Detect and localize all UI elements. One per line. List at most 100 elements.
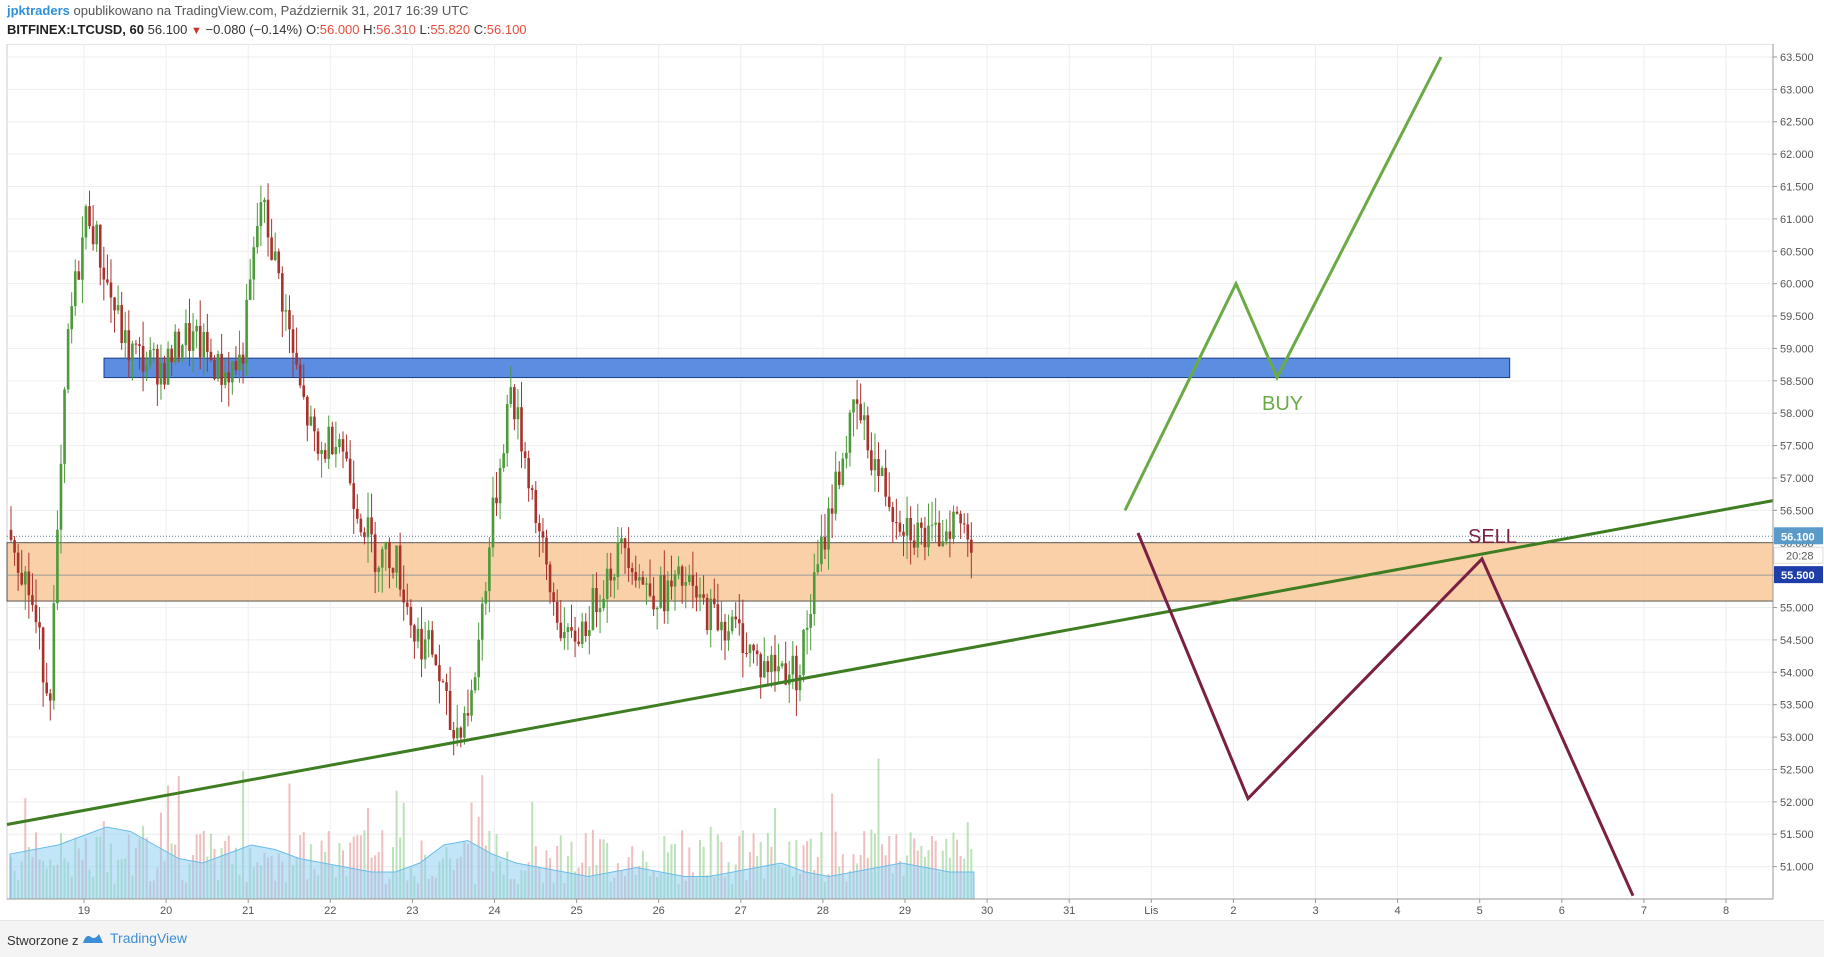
- candle-body: [488, 547, 491, 592]
- candle-body: [895, 522, 898, 524]
- uptrend-line[interactable]: [6, 499, 1774, 826]
- candle-body: [423, 639, 427, 660]
- level-badge: [1774, 566, 1823, 584]
- price-tick-label: 58.500: [1780, 376, 1814, 388]
- last-price-badge: [1774, 527, 1823, 545]
- volume-bar: [481, 775, 484, 899]
- candle-body: [23, 571, 27, 585]
- candle-body: [159, 362, 163, 385]
- candle-body: [377, 567, 381, 572]
- open-label: O:: [306, 22, 320, 37]
- candle-body: [920, 522, 923, 528]
- candle-body: [366, 517, 370, 538]
- candle-body: [77, 271, 81, 280]
- volume-bar: [399, 837, 402, 899]
- tradingview-brand[interactable]: TradingView: [82, 930, 187, 946]
- candle-body: [248, 279, 252, 300]
- candle-body: [545, 537, 548, 565]
- candle-body: [209, 351, 213, 361]
- candle-body: [870, 450, 873, 471]
- candle-body: [66, 329, 70, 390]
- candle-body: [491, 497, 495, 548]
- candle-body: [480, 603, 484, 640]
- candle-body: [27, 571, 31, 596]
- time-axis[interactable]: 19 20 21 22 23 24 25 26 27 28 29 30 31 Lis 2 3 4 5 6 7 8: [7, 898, 1773, 917]
- candle-body: [363, 532, 366, 538]
- candle-body: [20, 572, 24, 585]
- time-tick-label: 29: [899, 905, 911, 917]
- price-tick-label: 58.000: [1780, 408, 1814, 420]
- candle-body: [338, 439, 341, 447]
- volume-bar: [773, 808, 776, 899]
- candle-body: [877, 459, 880, 476]
- support-zone[interactable]: [6, 542, 1774, 602]
- price-tick-label: 51.000: [1780, 862, 1814, 874]
- volume-bar: [877, 758, 880, 899]
- candle-body: [416, 628, 420, 642]
- candle-body: [445, 682, 448, 691]
- candle-body: [627, 548, 630, 569]
- volume-bar: [606, 842, 609, 899]
- candle-body: [898, 522, 902, 532]
- symbol-label[interactable]: BITFINEX:LTCUSD, 60: [7, 22, 144, 37]
- time-tick-label: 31: [1063, 905, 1075, 917]
- time-tick-label: 27: [735, 905, 747, 917]
- plot-frame: [6, 44, 1774, 900]
- candle-body: [970, 539, 973, 553]
- candle-body: [759, 654, 762, 678]
- volume-bar: [663, 836, 666, 899]
- volume-bar: [599, 839, 602, 899]
- candle-body: [884, 467, 887, 497]
- buy-projection-path[interactable]: [1123, 56, 1443, 512]
- candle-body: [516, 407, 520, 420]
- footer-bar: Stworzone z TradingView: [0, 920, 1824, 957]
- candle-body: [452, 729, 455, 739]
- price-tick-label: 61.000: [1780, 214, 1814, 226]
- volume-bar: [352, 836, 355, 899]
- candle-body: [198, 325, 202, 358]
- candle-body: [709, 598, 713, 631]
- author-link[interactable]: jpktraders: [7, 3, 70, 18]
- candle-body: [384, 541, 388, 550]
- candle-body: [598, 608, 602, 613]
- candle-body: [202, 331, 206, 358]
- price-axis[interactable]: 63.500 63.000 62.500 62.000 61.500 61.000 60.5…: [1772, 44, 1824, 899]
- volume-bar: [738, 835, 741, 899]
- candle-body: [256, 225, 259, 248]
- candle-body: [473, 677, 477, 691]
- time-tick-label: 23: [406, 905, 418, 917]
- candle-body: [405, 602, 409, 607]
- candle-body: [223, 372, 227, 385]
- candle-body: [705, 597, 709, 631]
- candle-body: [16, 552, 20, 573]
- candle-body: [427, 630, 430, 640]
- candle-body: [827, 508, 830, 550]
- candle-body: [820, 536, 823, 565]
- candle-body: [737, 619, 741, 624]
- price-tick-label: 52.500: [1780, 764, 1814, 776]
- volume-bar: [381, 830, 384, 899]
- candle-body: [391, 568, 395, 573]
- candle-body: [791, 655, 795, 675]
- sell-projection-path[interactable]: [1136, 532, 1635, 897]
- time-tick-label: 4: [1395, 905, 1401, 917]
- candle-body: [812, 572, 816, 615]
- candle-body: [252, 247, 256, 280]
- candle-body: [680, 566, 684, 586]
- volume-bar: [699, 839, 702, 899]
- candle-body: [284, 310, 288, 312]
- time-tick-label: 19: [78, 905, 90, 917]
- price-tick-label: 61.500: [1780, 182, 1814, 194]
- candle-body: [616, 542, 620, 578]
- candle-body: [638, 577, 641, 581]
- candle-body: [523, 451, 527, 458]
- candle-body: [34, 605, 38, 623]
- drawings-layer[interactable]: BUY SELL: [6, 56, 1774, 897]
- resistance-zone[interactable]: [103, 357, 1511, 379]
- candle-body: [70, 306, 73, 330]
- candle-body: [784, 663, 787, 685]
- candle-body: [723, 621, 727, 641]
- candle-body: [945, 531, 948, 542]
- last-price-badge-label: 56.100: [1781, 531, 1815, 543]
